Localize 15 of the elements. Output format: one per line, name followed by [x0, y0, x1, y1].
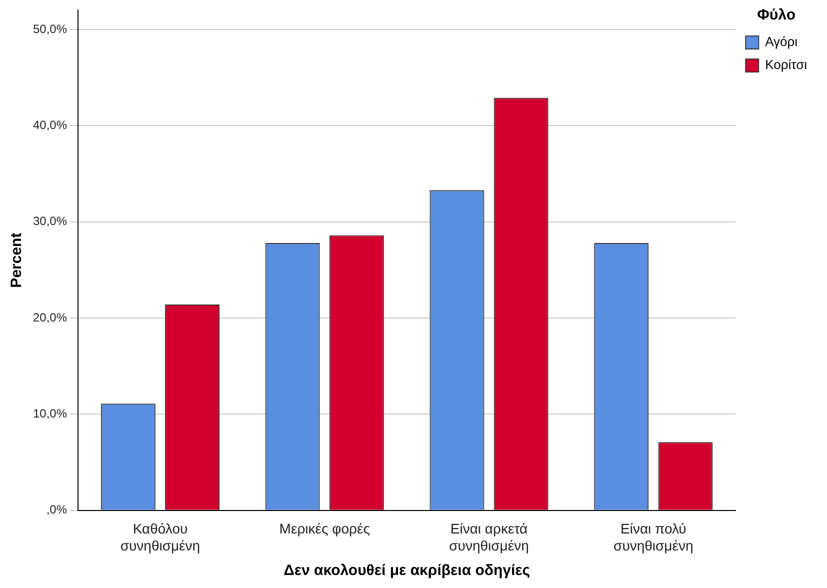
legend-label: Κορίτσι	[765, 57, 808, 72]
y-tick-label: ,0%	[46, 502, 68, 517]
y-axis-title: Percent	[8, 232, 26, 288]
x-tick-label: Μερικές φορές	[279, 520, 370, 537]
y-tick-label: 40,0%	[32, 118, 68, 132]
legend-label: Αγόρι	[765, 34, 798, 50]
legend-title: Φύλο	[757, 6, 796, 24]
x-tick-label: Είναι πολύ συνηθισμένη	[614, 520, 694, 554]
y-tick-label: 30,0%	[32, 214, 68, 228]
x-axis-title: Δεν ακολουθεί με ακρίβεια οδηγίες	[284, 562, 530, 580]
x-tick-label: Είναι αρκετά συνηθισμένη	[449, 520, 529, 554]
y-tick-label: 10,0%	[32, 406, 68, 421]
x-tick-label: Καθόλου συνηθισμένη	[120, 520, 200, 554]
y-tick-label: 20,0%	[32, 310, 68, 324]
y-tick-label: 50,0%	[32, 22, 68, 36]
